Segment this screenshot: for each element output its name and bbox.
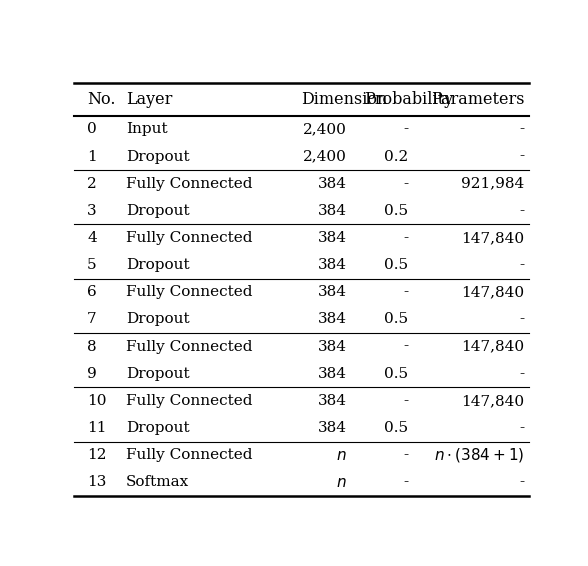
Text: Probability: Probability — [364, 91, 453, 108]
Text: 384: 384 — [318, 394, 347, 408]
Text: Softmax: Softmax — [126, 475, 189, 490]
Text: Parameters: Parameters — [431, 91, 524, 108]
Text: 0.5: 0.5 — [385, 204, 409, 218]
Text: Dropout: Dropout — [126, 421, 189, 435]
Text: 13: 13 — [87, 475, 106, 490]
Text: No.: No. — [87, 91, 116, 108]
Text: -: - — [520, 149, 524, 164]
Text: -: - — [520, 475, 524, 490]
Text: Fully Connected: Fully Connected — [126, 340, 252, 354]
Text: 0.5: 0.5 — [385, 312, 409, 327]
Text: -: - — [520, 122, 524, 136]
Text: 384: 384 — [318, 204, 347, 218]
Text: 1: 1 — [87, 149, 97, 164]
Text: 4: 4 — [87, 231, 97, 245]
Text: -: - — [520, 367, 524, 381]
Text: Dropout: Dropout — [126, 312, 189, 327]
Text: 147,840: 147,840 — [462, 285, 524, 299]
Text: -: - — [403, 475, 409, 490]
Text: 0.5: 0.5 — [385, 367, 409, 381]
Text: 2,400: 2,400 — [303, 122, 347, 136]
Text: 384: 384 — [318, 258, 347, 272]
Text: 384: 384 — [318, 340, 347, 354]
Text: $n$: $n$ — [336, 475, 347, 490]
Text: Fully Connected: Fully Connected — [126, 285, 252, 299]
Text: Fully Connected: Fully Connected — [126, 177, 252, 191]
Text: 147,840: 147,840 — [462, 340, 524, 354]
Text: 5: 5 — [87, 258, 97, 272]
Text: Dimension: Dimension — [302, 91, 388, 108]
Text: -: - — [403, 177, 409, 191]
Text: Fully Connected: Fully Connected — [126, 231, 252, 245]
Text: -: - — [403, 122, 409, 136]
Text: 8: 8 — [87, 340, 97, 354]
Text: Dropout: Dropout — [126, 149, 189, 164]
Text: 384: 384 — [318, 367, 347, 381]
Text: Layer: Layer — [126, 91, 172, 108]
Text: -: - — [520, 258, 524, 272]
Text: 7: 7 — [87, 312, 97, 327]
Text: Input: Input — [126, 122, 168, 136]
Text: 0.5: 0.5 — [385, 421, 409, 435]
Text: -: - — [520, 204, 524, 218]
Text: 384: 384 — [318, 231, 347, 245]
Text: -: - — [403, 340, 409, 354]
Text: Dropout: Dropout — [126, 258, 189, 272]
Text: 0.2: 0.2 — [384, 149, 409, 164]
Text: 384: 384 — [318, 421, 347, 435]
Text: -: - — [403, 285, 409, 299]
Text: 12: 12 — [87, 448, 106, 462]
Text: 2: 2 — [87, 177, 97, 191]
Text: 384: 384 — [318, 177, 347, 191]
Text: -: - — [403, 448, 409, 462]
Text: 0: 0 — [87, 122, 97, 136]
Text: 384: 384 — [318, 285, 347, 299]
Text: 11: 11 — [87, 421, 106, 435]
Text: 147,840: 147,840 — [462, 394, 524, 408]
Text: Dropout: Dropout — [126, 367, 189, 381]
Text: 921,984: 921,984 — [462, 177, 524, 191]
Text: 384: 384 — [318, 312, 347, 327]
Text: 0.5: 0.5 — [385, 258, 409, 272]
Text: 6: 6 — [87, 285, 97, 299]
Text: -: - — [520, 312, 524, 327]
Text: Dropout: Dropout — [126, 204, 189, 218]
Text: $n$: $n$ — [336, 448, 347, 462]
Text: Fully Connected: Fully Connected — [126, 448, 252, 462]
Text: $n \cdot (384 + 1)$: $n \cdot (384 + 1)$ — [434, 446, 524, 464]
Text: 147,840: 147,840 — [462, 231, 524, 245]
Text: -: - — [520, 421, 524, 435]
Text: 2,400: 2,400 — [303, 149, 347, 164]
Text: 10: 10 — [87, 394, 106, 408]
Text: Fully Connected: Fully Connected — [126, 394, 252, 408]
Text: 3: 3 — [87, 204, 97, 218]
Text: -: - — [403, 231, 409, 245]
Text: -: - — [403, 394, 409, 408]
Text: 9: 9 — [87, 367, 97, 381]
